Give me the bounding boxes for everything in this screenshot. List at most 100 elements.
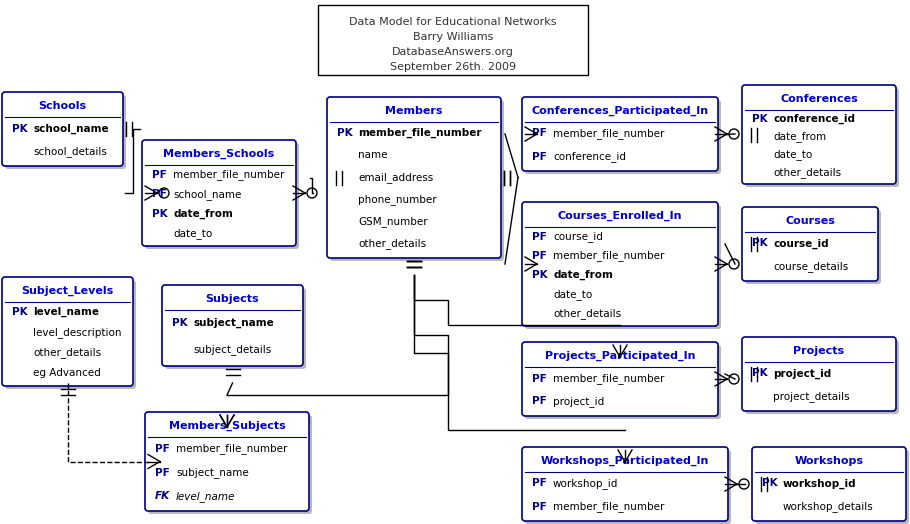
FancyBboxPatch shape (752, 447, 906, 521)
Text: PK: PK (752, 368, 768, 378)
Text: Data Model for Educational Networks: Data Model for Educational Networks (349, 17, 557, 27)
FancyBboxPatch shape (745, 210, 881, 284)
Text: PK: PK (337, 128, 353, 138)
Text: PF: PF (532, 232, 547, 242)
Text: PK: PK (532, 270, 548, 280)
Text: subject_name: subject_name (176, 467, 248, 478)
FancyBboxPatch shape (142, 140, 296, 246)
Text: other_details: other_details (773, 167, 841, 178)
Text: PF: PF (532, 128, 547, 138)
Text: Members: Members (385, 106, 443, 116)
Text: Conferences_Participated_In: Conferences_Participated_In (531, 106, 709, 116)
FancyBboxPatch shape (165, 288, 306, 369)
Text: member_file_number: member_file_number (553, 373, 664, 384)
FancyBboxPatch shape (745, 340, 899, 414)
FancyBboxPatch shape (2, 277, 133, 386)
Text: course_id: course_id (553, 231, 602, 242)
FancyBboxPatch shape (2, 92, 123, 166)
Text: member_file_number: member_file_number (553, 250, 664, 261)
Bar (318, 5, 588, 75)
Text: PK: PK (172, 318, 187, 328)
Text: Projects: Projects (794, 346, 844, 356)
Text: date_from: date_from (773, 131, 826, 142)
FancyBboxPatch shape (145, 143, 299, 249)
FancyBboxPatch shape (522, 202, 718, 326)
Text: eg Advanced: eg Advanced (33, 368, 101, 378)
Text: Workshops_Participated_In: Workshops_Participated_In (541, 456, 709, 466)
Text: Projects_Participated_In: Projects_Participated_In (545, 351, 695, 361)
Text: level_name: level_name (176, 490, 236, 501)
Text: course_id: course_id (773, 238, 829, 248)
Text: PK: PK (762, 478, 778, 488)
Text: date_from: date_from (173, 209, 233, 219)
FancyBboxPatch shape (5, 280, 136, 389)
Text: phone_number: phone_number (358, 194, 437, 205)
FancyBboxPatch shape (148, 415, 312, 514)
Text: Barry Williams: Barry Williams (413, 32, 493, 42)
Text: date_from: date_from (553, 270, 612, 280)
Text: school_details: school_details (33, 146, 106, 157)
FancyBboxPatch shape (745, 88, 899, 187)
Text: PK: PK (12, 307, 27, 317)
Text: subject_name: subject_name (193, 318, 274, 329)
FancyBboxPatch shape (145, 412, 309, 511)
Text: level_name: level_name (33, 307, 99, 317)
Text: PF: PF (532, 374, 547, 384)
Text: date_to: date_to (773, 149, 813, 160)
Text: September 26th. 2009: September 26th. 2009 (390, 62, 516, 72)
Text: PF: PF (532, 478, 547, 488)
Text: DatabaseAnswers.org: DatabaseAnswers.org (392, 47, 514, 57)
Text: date_to: date_to (173, 228, 212, 239)
Text: course_details: course_details (773, 261, 848, 272)
Text: member_file_number: member_file_number (358, 128, 481, 138)
Text: PF: PF (532, 251, 547, 261)
Text: other_details: other_details (33, 347, 101, 358)
Text: project_id: project_id (553, 396, 604, 407)
Text: Courses: Courses (785, 216, 835, 226)
Text: workshop_details: workshop_details (783, 501, 874, 512)
Text: workshop_id: workshop_id (553, 478, 619, 489)
Text: PF: PF (532, 397, 547, 407)
Text: Courses_Enrolled_In: Courses_Enrolled_In (558, 211, 682, 221)
FancyBboxPatch shape (742, 207, 878, 281)
Text: PF: PF (152, 170, 167, 180)
Text: PF: PF (532, 501, 547, 511)
Text: Members_Schools: Members_Schools (164, 149, 275, 159)
Text: Conferences: Conferences (780, 94, 858, 104)
FancyBboxPatch shape (522, 342, 718, 416)
Text: FK: FK (155, 491, 170, 501)
Text: name: name (358, 150, 388, 160)
Text: PK: PK (152, 209, 167, 219)
Text: PK: PK (752, 238, 768, 248)
FancyBboxPatch shape (742, 85, 896, 184)
Text: member_file_number: member_file_number (553, 128, 664, 139)
FancyBboxPatch shape (742, 337, 896, 411)
FancyBboxPatch shape (755, 450, 909, 524)
FancyBboxPatch shape (330, 100, 504, 261)
FancyBboxPatch shape (162, 285, 303, 366)
Text: date_to: date_to (553, 289, 592, 300)
Text: PF: PF (152, 189, 167, 199)
Text: Subject_Levels: Subject_Levels (21, 286, 114, 296)
Text: workshop_id: workshop_id (783, 478, 856, 489)
Text: PF: PF (155, 467, 170, 477)
Text: other_details: other_details (553, 308, 622, 319)
FancyBboxPatch shape (522, 447, 728, 521)
Text: school_name: school_name (33, 123, 108, 134)
Text: PK: PK (12, 124, 27, 134)
FancyBboxPatch shape (327, 97, 501, 258)
Text: project_id: project_id (773, 368, 831, 379)
Text: Subjects: Subjects (206, 294, 259, 304)
Text: project_details: project_details (773, 391, 850, 402)
Text: PK: PK (752, 114, 768, 124)
FancyBboxPatch shape (525, 450, 731, 524)
Text: Schools: Schools (38, 101, 86, 111)
Text: level_description: level_description (33, 327, 122, 338)
Text: PF: PF (532, 151, 547, 161)
Text: other_details: other_details (358, 238, 426, 249)
Text: member_file_number: member_file_number (176, 443, 288, 454)
Text: member_file_number: member_file_number (553, 501, 664, 512)
FancyBboxPatch shape (525, 345, 721, 419)
Text: conference_id: conference_id (773, 114, 855, 124)
Text: member_file_number: member_file_number (173, 169, 284, 180)
